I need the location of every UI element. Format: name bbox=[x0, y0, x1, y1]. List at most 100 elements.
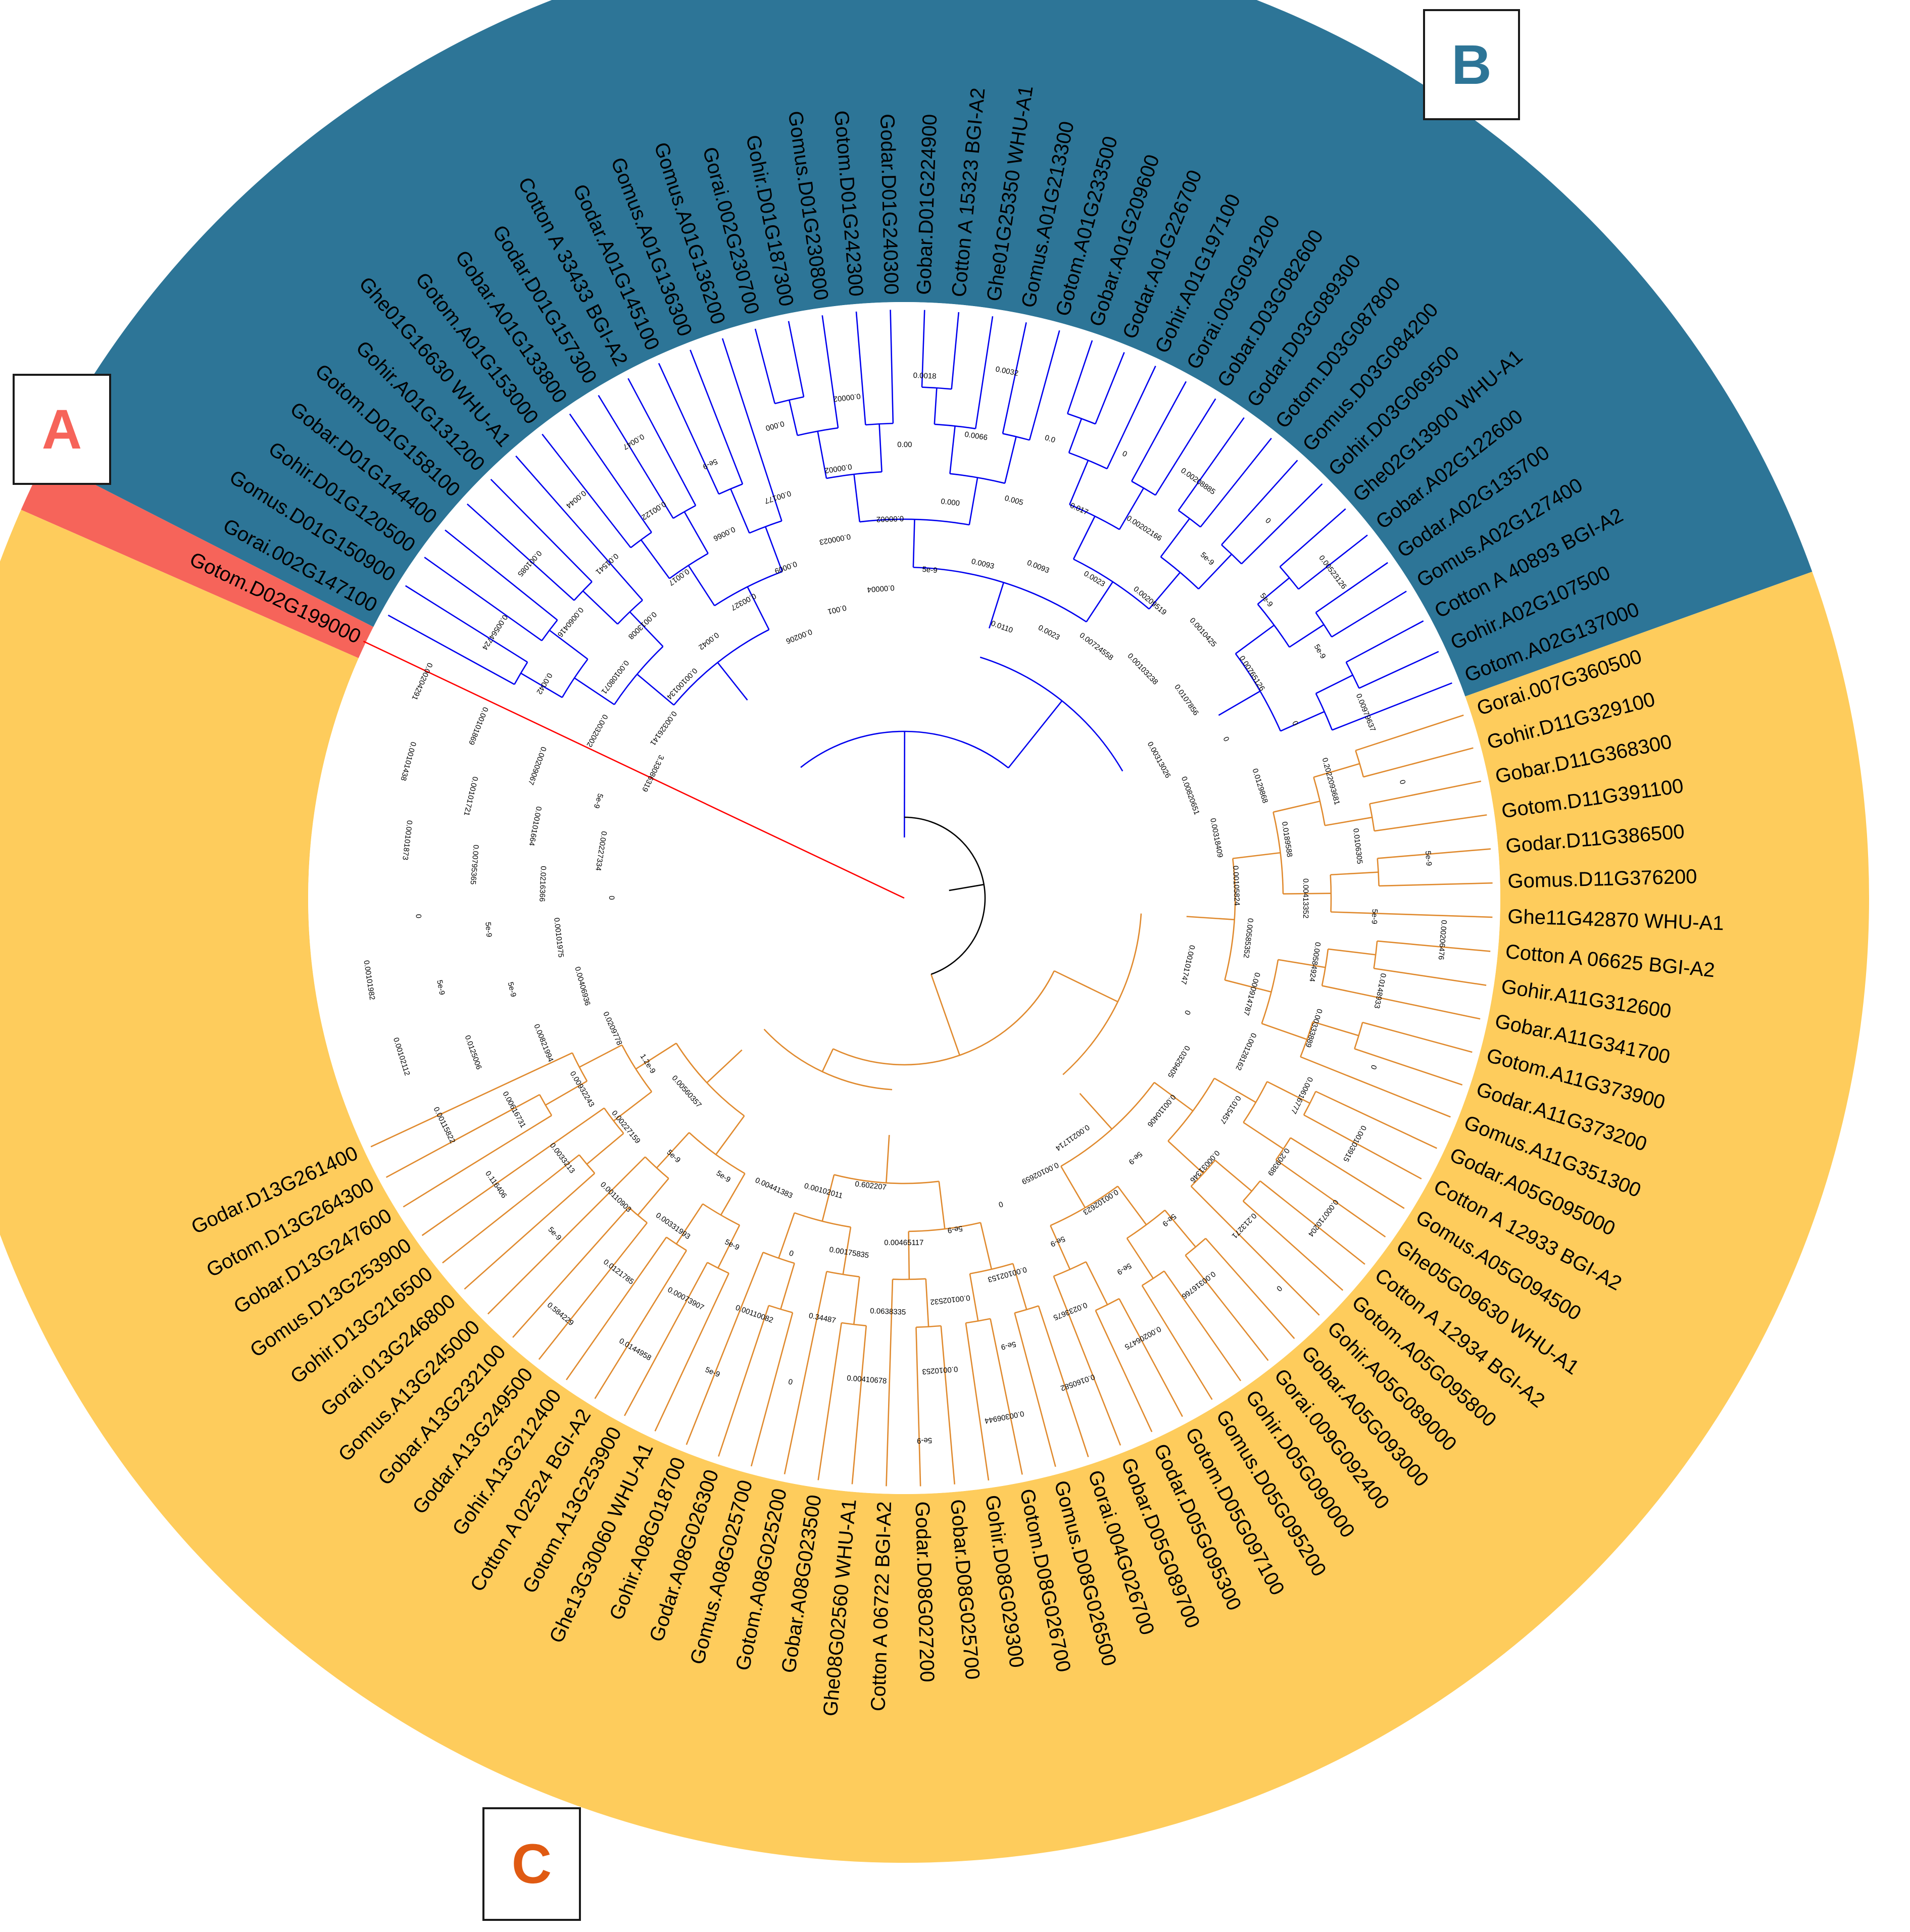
branch-arc bbox=[859, 518, 970, 526]
branch-length-label: 0.00410678 bbox=[847, 1374, 887, 1385]
branch-line bbox=[783, 1271, 827, 1474]
branch-line bbox=[853, 474, 861, 522]
branch-length-label: 5e-9 bbox=[922, 565, 938, 575]
branch-line bbox=[1086, 581, 1113, 622]
branch-line bbox=[1050, 1225, 1071, 1270]
branch-arc bbox=[916, 1325, 941, 1328]
branch-line bbox=[969, 1273, 979, 1321]
branch-line bbox=[821, 1048, 834, 1072]
branch-line bbox=[542, 433, 631, 549]
group-b-band bbox=[45, 0, 1813, 697]
branch-line bbox=[635, 1043, 677, 1070]
branch-line bbox=[1218, 690, 1261, 716]
branch-line bbox=[385, 1094, 540, 1178]
branch-line bbox=[915, 1327, 921, 1487]
branch-arc bbox=[541, 619, 558, 641]
branch-line bbox=[912, 519, 915, 568]
branch-line bbox=[1276, 1159, 1386, 1237]
branch-line bbox=[1315, 562, 1388, 613]
branch-length-label: 0.00 bbox=[897, 440, 912, 449]
branch-line bbox=[466, 503, 575, 601]
branch-line bbox=[1369, 780, 1482, 805]
branch-line bbox=[1014, 1313, 1056, 1467]
branch-line bbox=[842, 1227, 852, 1275]
branch-line bbox=[1214, 1160, 1252, 1192]
branch-arc bbox=[965, 1318, 991, 1324]
group-a-label: A bbox=[41, 398, 82, 461]
branch-line bbox=[1321, 985, 1481, 1020]
branch-line bbox=[1004, 436, 1017, 484]
branch-arc bbox=[1224, 858, 1236, 980]
branch-arc bbox=[826, 1270, 860, 1278]
branch-line bbox=[1303, 1114, 1422, 1179]
branch-line bbox=[594, 1250, 688, 1399]
branch-line bbox=[1085, 1261, 1108, 1305]
branch-line bbox=[520, 672, 563, 698]
branch-line bbox=[405, 585, 528, 663]
branch-line bbox=[925, 1278, 929, 1327]
branch-line bbox=[1354, 1048, 1463, 1086]
branch-length-label: 0.0066 bbox=[964, 430, 988, 442]
branch-line bbox=[1068, 418, 1083, 453]
branch-line bbox=[821, 1174, 835, 1222]
branch-line bbox=[965, 1323, 990, 1481]
branch-line bbox=[1117, 1185, 1147, 1225]
branch-line bbox=[1053, 1276, 1121, 1446]
branch-line bbox=[1131, 381, 1187, 482]
branch-line bbox=[1278, 959, 1326, 968]
branch-arc bbox=[749, 520, 782, 534]
branch-line bbox=[1379, 882, 1493, 887]
branch-length-label: 0 bbox=[607, 896, 616, 900]
branch-arc bbox=[1355, 750, 1364, 777]
branch-arc bbox=[1300, 1021, 1313, 1057]
branch-line bbox=[1243, 1122, 1284, 1150]
branch-length-label: 0.00002 bbox=[833, 391, 861, 403]
branch-line bbox=[1079, 1093, 1113, 1130]
branch-line bbox=[750, 1312, 794, 1467]
branch-line bbox=[1325, 816, 1373, 826]
branch-line bbox=[1273, 800, 1320, 813]
branch-line bbox=[403, 1115, 552, 1208]
branch-line bbox=[1332, 682, 1452, 731]
branch-length-label: 0.000 bbox=[941, 497, 960, 508]
branch-arc bbox=[1243, 1081, 1268, 1123]
branch-line bbox=[1221, 460, 1298, 546]
branch-length-label: 0.0018 bbox=[913, 371, 937, 381]
branch-line bbox=[1280, 711, 1325, 732]
branch-length-label: 5e-9 bbox=[1424, 851, 1433, 866]
group-a-label-box: A bbox=[13, 374, 111, 485]
branch-line bbox=[1346, 620, 1424, 663]
branch-line bbox=[1377, 940, 1491, 952]
branch-arc bbox=[1369, 804, 1375, 831]
branch-arc bbox=[774, 396, 804, 405]
branch-line bbox=[1164, 1210, 1196, 1248]
group-c-label-box: C bbox=[482, 1807, 581, 1921]
branch-arc bbox=[1221, 544, 1242, 565]
branch-line bbox=[821, 315, 839, 428]
group-c-band bbox=[0, 510, 1869, 1863]
branch-line bbox=[685, 1252, 764, 1445]
branch-line bbox=[512, 1207, 629, 1338]
branch-arc bbox=[1127, 1209, 1165, 1239]
branch-line bbox=[1160, 518, 1190, 558]
branch-arc bbox=[1345, 662, 1360, 689]
branch-length-label: 0.00795365 bbox=[469, 845, 480, 885]
branch-line bbox=[1266, 1081, 1310, 1104]
branch-arc bbox=[1095, 1298, 1120, 1311]
branch-line bbox=[1257, 577, 1290, 605]
branch-arc bbox=[1178, 510, 1201, 528]
branch-line bbox=[1141, 1285, 1213, 1400]
branch-line bbox=[1198, 554, 1233, 589]
branch-line bbox=[582, 590, 618, 625]
branch-line bbox=[1242, 1201, 1344, 1291]
branch-line bbox=[1315, 674, 1353, 695]
branch-line bbox=[566, 1236, 667, 1380]
branch-length-label: 0.00465117 bbox=[884, 1239, 923, 1247]
branch-line bbox=[624, 1262, 708, 1416]
branch-line bbox=[445, 529, 558, 621]
branch-length-label: 0 bbox=[788, 1377, 794, 1386]
branch-line bbox=[1190, 1185, 1320, 1316]
branch-line bbox=[720, 1173, 746, 1216]
branch-line bbox=[788, 321, 805, 397]
group-b-label: B bbox=[1451, 33, 1492, 96]
